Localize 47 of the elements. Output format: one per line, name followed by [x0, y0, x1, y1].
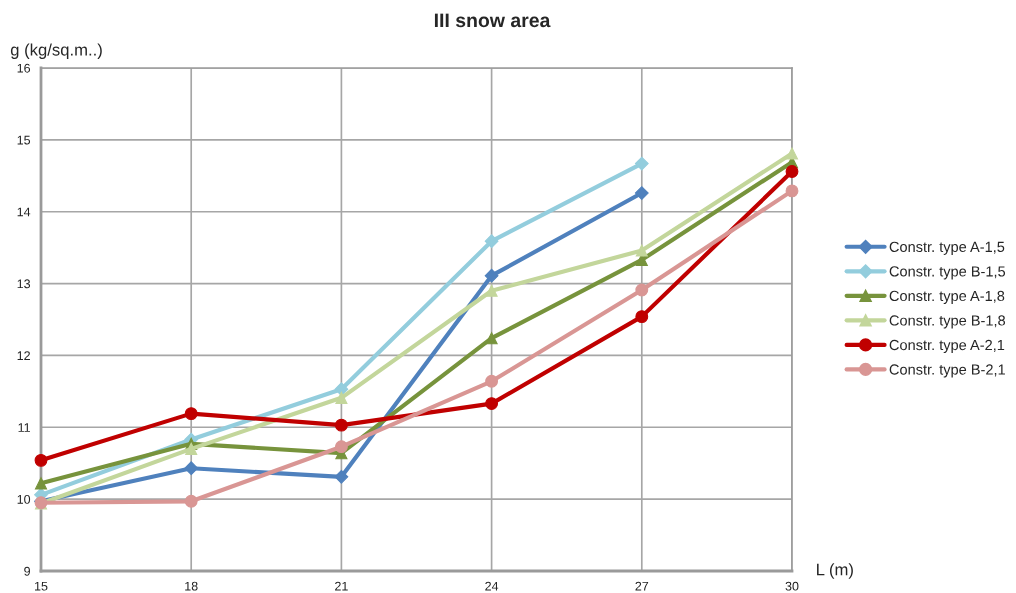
legend-label: Constr. type B-2,1: [889, 364, 1005, 378]
x-axis-title: L (m): [817, 563, 853, 579]
y-tick-label: 14: [17, 207, 31, 217]
y-tick-label: 11: [18, 423, 30, 432]
x-tick-label: 24: [485, 581, 499, 591]
point: [785, 147, 799, 160]
point: [485, 397, 499, 410]
point: [485, 374, 499, 388]
legend-label: Constr. type A-1,8: [889, 290, 1005, 304]
x-tick-label: 15: [35, 581, 48, 591]
point: [334, 418, 348, 432]
y-tick-label: 13: [17, 279, 31, 289]
x-tick-label: 18: [185, 581, 198, 591]
point: [634, 186, 649, 200]
point: [634, 156, 649, 171]
point: [484, 234, 499, 249]
point: [334, 469, 349, 484]
x-tick-label: 27: [635, 581, 649, 591]
y-tick-label: 16: [17, 63, 31, 73]
point: [635, 310, 649, 324]
x-tick-label: 30: [785, 581, 799, 591]
legend-label: Constr. type A-2,1: [889, 339, 1005, 354]
y-tick-label: 10: [17, 494, 31, 504]
chart-title: III snow area: [434, 13, 551, 28]
point: [485, 284, 498, 297]
point: [184, 494, 198, 508]
y-tick-label: 15: [17, 135, 31, 145]
legend-label: Constr. type B-1,5: [889, 266, 1006, 280]
y-axis-title: g (kg/sq.m..): [10, 43, 102, 59]
y-tick-label: 9: [24, 566, 30, 576]
point: [185, 442, 198, 455]
point: [34, 477, 48, 490]
point: [335, 391, 348, 404]
point: [485, 332, 498, 345]
y-tick-label: 12: [17, 351, 30, 360]
point: [785, 184, 799, 198]
point: [34, 453, 48, 467]
point: [635, 283, 649, 297]
point: [635, 244, 648, 257]
point: [184, 407, 198, 421]
legend-label: Constr. type B-1,8: [889, 315, 1006, 329]
point: [334, 440, 348, 454]
x-tick-label: 21: [335, 581, 348, 591]
point: [484, 268, 499, 283]
point: [184, 461, 199, 476]
legend-label: Constr. type A-1,5: [889, 241, 1005, 255]
point: [785, 165, 799, 178]
